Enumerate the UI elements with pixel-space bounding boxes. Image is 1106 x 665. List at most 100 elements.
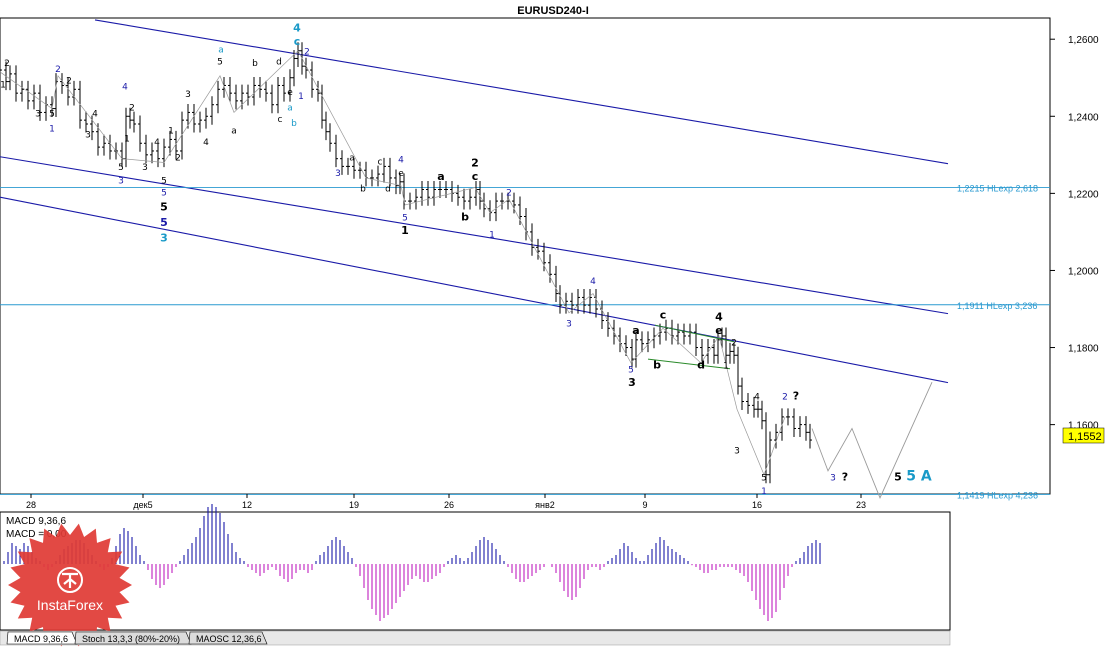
wave-label: 4 [293, 21, 301, 34]
wave-label: a [349, 154, 355, 164]
channel-lines [0, 19, 949, 384]
date-tick-label: 19 [349, 500, 359, 510]
wave-label: b [653, 359, 661, 372]
svg-text:MAOSC 12,36,6: MAOSC 12,36,6 [196, 634, 262, 644]
wave-label: 3 [142, 163, 148, 173]
price-bars [0, 42, 812, 484]
date-tick-label: 23 [856, 500, 866, 510]
wave-labels: 213 51224342153342134555535aabcdeab12c43a… [0, 21, 932, 497]
wave-label: ? [793, 390, 799, 403]
wave-label: 3 [830, 474, 836, 484]
date-tick-label: 16 [752, 500, 762, 510]
date-tick-label: янв2 [535, 500, 555, 510]
wave-label: 5 [402, 213, 408, 223]
price-tick-label: 1,2200 [1068, 189, 1099, 200]
wave-label: 3 [85, 130, 91, 140]
wave-label: a [287, 104, 293, 114]
projection-path [811, 382, 933, 500]
wave-label: 3 [118, 177, 124, 187]
wave-label: 4 [92, 109, 98, 119]
wave-label: 4 [154, 138, 160, 148]
macd-panel-frame [0, 511, 951, 631]
wave-label: 4 [590, 277, 596, 287]
price-tick-label: 1,2400 [1068, 112, 1099, 123]
price-axis: 1,2600 1,2400 1,2200 1,2000 1,1800 1,1600 [1050, 35, 1099, 432]
projection-line [811, 382, 933, 500]
wave-label: 2 [304, 48, 310, 58]
price-tick-label: 1,1600 [1068, 421, 1099, 432]
wave-label: 2 [731, 339, 737, 349]
triangle-upper-line [654, 324, 735, 343]
wave-label: 5 [628, 366, 634, 376]
wave-label: d [385, 184, 391, 194]
wave-label: a [437, 170, 444, 183]
wave-label: 5 [160, 201, 168, 214]
svg-text:Stoch 13,3,3 (80%-20%): Stoch 13,3,3 (80%-20%) [82, 634, 180, 644]
triangle-lower-line [647, 358, 731, 370]
wave-label: 5 [761, 474, 767, 484]
wave-label: c [294, 35, 301, 48]
wave-label: 2 [506, 188, 512, 198]
wave-label: e [715, 324, 722, 337]
wave-label: 1 [761, 487, 767, 497]
wave-label: 3 [185, 90, 191, 100]
wave-label: 3 [35, 109, 41, 119]
wave-label: c [378, 157, 383, 167]
wave-label: 4 [754, 393, 760, 403]
price-tick-label: 1,2000 [1068, 266, 1099, 277]
channel-line [94, 19, 949, 165]
wave-label: b [252, 59, 258, 69]
wave-label: 2 [66, 77, 72, 87]
chart-title: EURUSD240-I [517, 5, 589, 17]
tab-stoch[interactable]: Stoch 13,3,3 (80%-20%) [74, 631, 192, 645]
svg-text:MACD 9,36,6: MACD 9,36,6 [14, 634, 68, 644]
date-tick-label: 28 [26, 500, 36, 510]
level-label: 1,1419 HLexp 4,236 [957, 490, 1038, 500]
instaforex-emblem-icon [57, 567, 83, 593]
wave-label: 2 [55, 65, 61, 75]
wave-connector [0, 50, 786, 476]
macd-legend-name: MACD 9,36,6 [6, 516, 66, 527]
wave-label: 3 [335, 169, 341, 179]
wave-label: 4 [203, 138, 209, 148]
wave-label: b [360, 184, 366, 194]
date-axis: 28 дек5 12 19 26 янв2 9 16 23 [26, 494, 866, 510]
tab-maosc[interactable]: MAOSC 12,36,6 [188, 631, 268, 645]
wave-label: 4 [715, 311, 723, 324]
wave-label: 4 [398, 156, 404, 166]
wave-label: 2 [175, 154, 181, 164]
date-tick-label: 26 [444, 500, 454, 510]
instaforex-wordmark: InstaForex [37, 597, 103, 613]
wave-label: a [218, 46, 224, 56]
wave-label: 1 [401, 224, 409, 237]
price-tick-label: 1,1800 [1068, 344, 1099, 355]
wave-label: 5 [894, 471, 902, 484]
fibo-levels: 1,2215 HLexp 2,618 1,1911 HLexp 3,236 1,14… [0, 184, 1050, 500]
level-label: 1,2215 HLexp 2,618 [957, 184, 1038, 194]
wave-label: 4 [122, 82, 128, 92]
wave-label: c [472, 170, 479, 183]
wave-label: 5 A [906, 469, 932, 485]
wave-label: ? [842, 471, 848, 484]
wave-label: 5 [160, 216, 168, 229]
date-tick-label: 9 [642, 500, 647, 510]
wave-label: 1 [489, 231, 495, 241]
wave-label: 2 [4, 59, 10, 69]
wave-label: 1 [723, 362, 729, 372]
wave-label: 3 [160, 232, 168, 245]
level-label: 1,1911 HLexp 3,236 [957, 301, 1037, 311]
wave-label: e [398, 169, 404, 179]
wave-label: 3 [566, 319, 572, 329]
wave-label: 1 [168, 127, 174, 137]
wave-label: 1 [0, 80, 6, 90]
channel-line [0, 156, 949, 315]
wave-label: 2 [782, 393, 788, 403]
wave-label: c [660, 309, 667, 322]
wave-label: 1 [124, 134, 130, 144]
tab-macd[interactable]: MACD 9,36,6 [6, 631, 78, 645]
wave-label: 5 [118, 163, 124, 173]
date-tick-label: 12 [242, 500, 252, 510]
wave-label: b [461, 210, 469, 223]
wave-label: 2 [129, 104, 135, 114]
